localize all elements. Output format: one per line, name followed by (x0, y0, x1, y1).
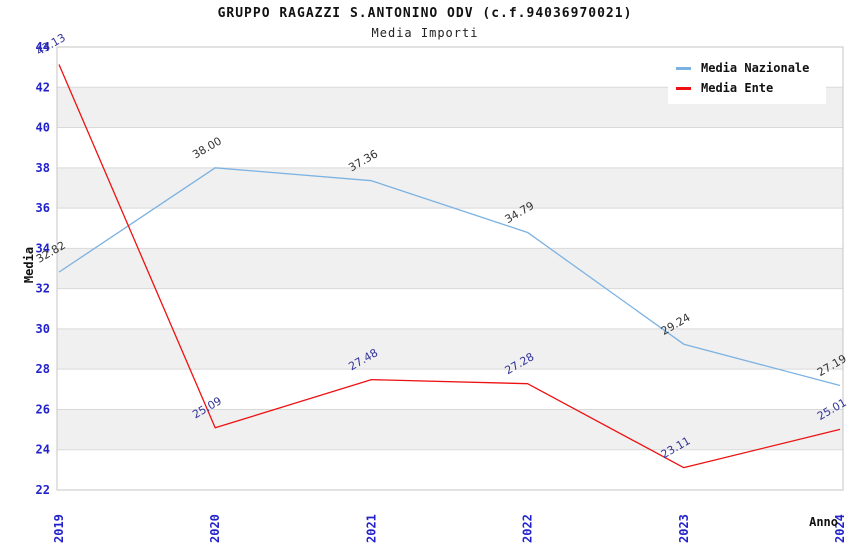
x-axis-title: Anno (809, 515, 838, 529)
background-band (57, 167, 843, 209)
plot-bands (57, 87, 843, 450)
y-tick-label: 40 (36, 121, 50, 135)
series-line-media-nazionale (58, 167, 841, 387)
data-point-label: 38.00 (190, 134, 224, 161)
legend-label-ente: Media Ente (701, 81, 774, 95)
y-tick-label: 32 (36, 282, 50, 296)
y-tick-label: 36 (36, 201, 50, 215)
plot-border (56, 46, 844, 491)
y-tick-label: 24 (36, 443, 50, 457)
x-tick-label: 2023 (677, 514, 691, 543)
x-tick-labels: 2019 2020 2021 2022 2023 2024 (52, 514, 847, 543)
y-tick-labels: 22 24 26 28 30 32 34 36 38 40 42 44 (36, 40, 50, 497)
legend-label-nazionale: Media Nazionale (701, 61, 810, 75)
legend-line-swatch-nazionale (676, 66, 691, 70)
y-axis-title: Media (22, 246, 36, 284)
data-point-label: 43.13 (34, 31, 68, 58)
x-tick-label: 2019 (52, 514, 66, 543)
y-tick-label: 22 (36, 483, 50, 497)
chart-subtitle: Media Importi (371, 26, 479, 40)
series-line-media-ente (58, 64, 841, 469)
legend-item-media-ente: Media Ente (676, 78, 822, 98)
y-tick-label: 34 (36, 241, 50, 255)
background-band (57, 248, 843, 289)
background-band (57, 328, 843, 370)
legend-item-media-nazionale: Media Nazionale (676, 58, 822, 78)
y-tick-label: 44 (36, 40, 50, 54)
x-tick-label: 2020 (208, 514, 222, 543)
legend-line-swatch-ente (676, 86, 691, 90)
background-band (57, 409, 843, 450)
y-tick-label: 30 (36, 322, 50, 336)
chart-title: GRUPPO RAGAZZI S.ANTONINO ODV (c.f.94036… (217, 6, 633, 21)
legend: Media Nazionale Media Ente (668, 52, 826, 104)
y-tick-label: 28 (36, 362, 50, 376)
x-tick-label: 2024 (833, 514, 847, 543)
x-tick-label: 2022 (521, 514, 535, 543)
y-tick-label: 26 (36, 402, 50, 416)
x-tick-label: 2021 (364, 514, 378, 543)
y-tick-label: 42 (36, 80, 50, 94)
y-tick-label: 38 (36, 161, 50, 175)
